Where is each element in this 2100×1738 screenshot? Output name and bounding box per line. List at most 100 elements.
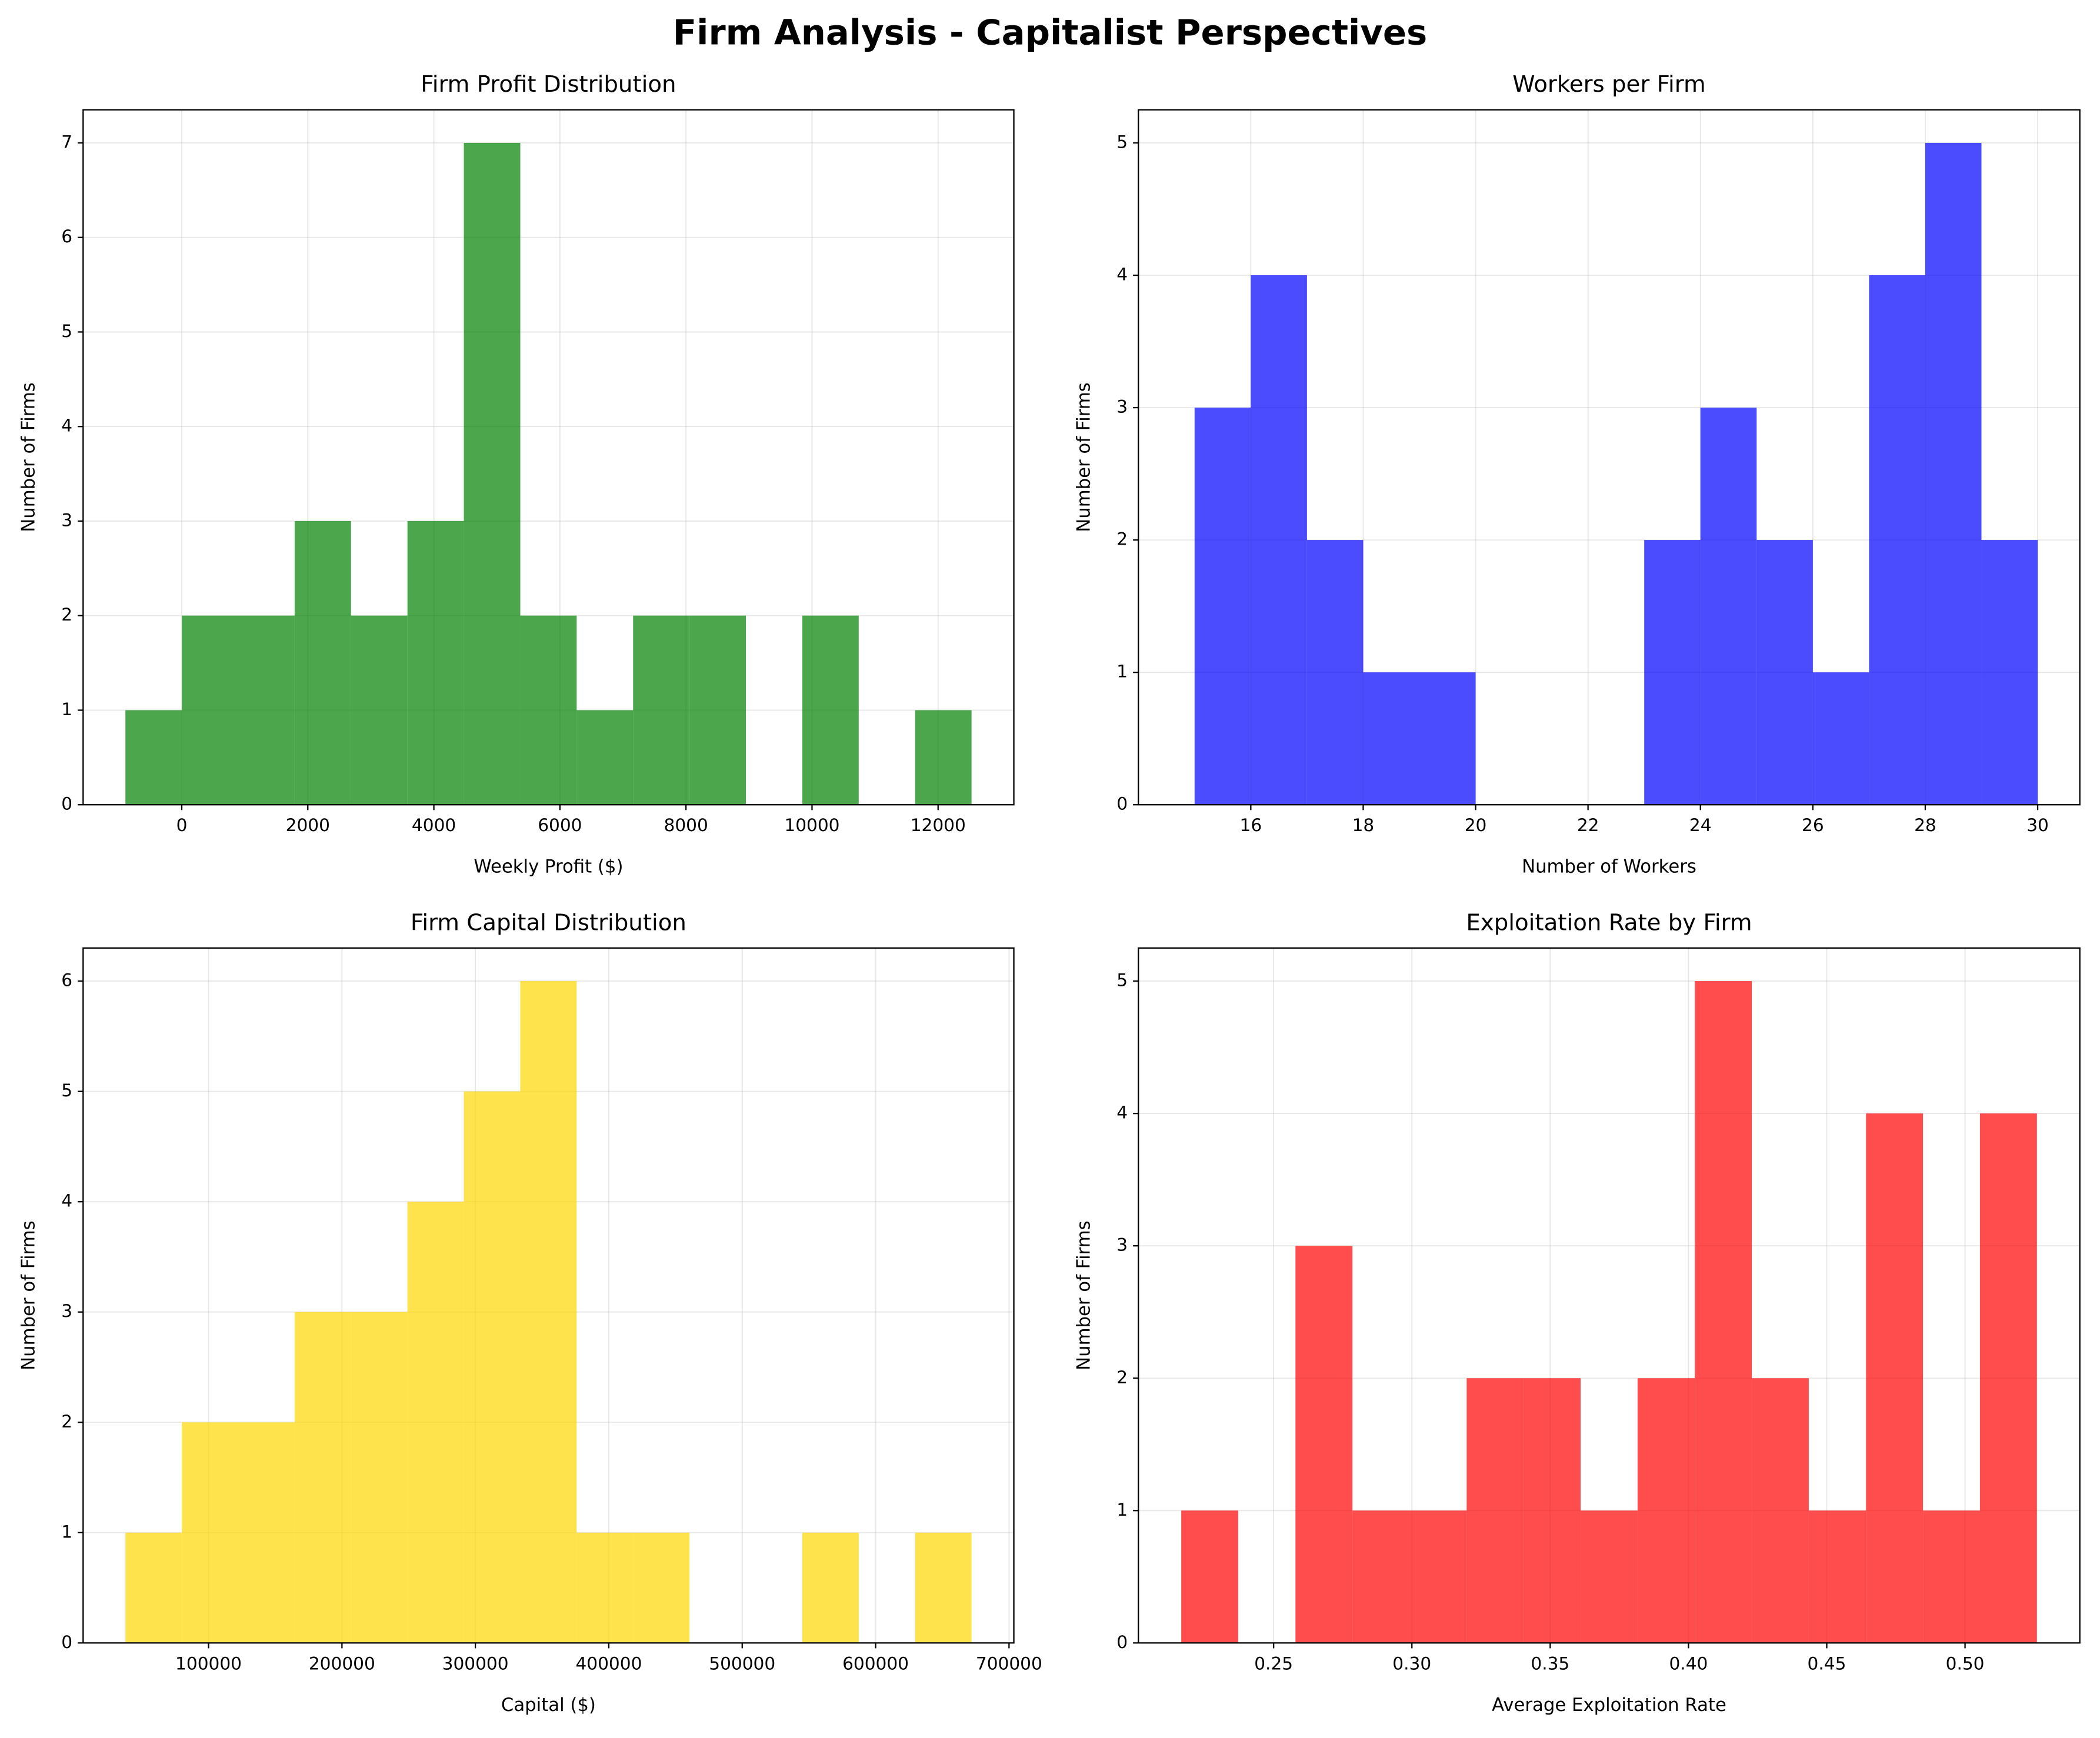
y-tick-label: 1 <box>61 699 72 719</box>
y-tick-label: 3 <box>61 510 72 530</box>
bar <box>1637 1378 1695 1643</box>
figure-title: Firm Analysis - Capitalist Perspectives <box>673 12 1428 52</box>
bar <box>1363 672 1419 805</box>
bar <box>520 981 577 1643</box>
bar <box>1306 540 1364 805</box>
y-axis-label: Number of Firms <box>18 382 39 532</box>
x-tick-label: 100000 <box>175 1653 242 1673</box>
x-axis-label: Number of Workers <box>1522 856 1696 878</box>
y-tick-label: 3 <box>1116 1235 1128 1255</box>
x-tick-label: 200000 <box>309 1653 375 1673</box>
y-tick-label: 0 <box>61 1632 72 1652</box>
x-tick-label: 18 <box>1352 815 1375 835</box>
x-tick-label: 6000 <box>538 815 582 835</box>
x-tick-label: 16 <box>1240 815 1262 835</box>
y-tick-label: 2 <box>61 1412 72 1432</box>
x-tick-label: 2000 <box>286 815 330 835</box>
x-tick-label: 24 <box>1689 815 1712 835</box>
axes-frame <box>1138 947 2081 1644</box>
x-tick-label: 4000 <box>412 815 456 835</box>
bar <box>1869 275 1925 805</box>
bar <box>520 615 577 805</box>
y-tick-label: 3 <box>61 1301 72 1321</box>
y-tick-label: 1 <box>1116 662 1128 682</box>
y-tick-label: 4 <box>1116 1103 1128 1123</box>
bar <box>238 1422 295 1643</box>
bar <box>633 1532 690 1643</box>
subplot: 0 2000 4000 6000 8000 10000 12000 0 1 2 3 4 5 6 7 Firm … <box>18 71 1015 878</box>
axes-frame <box>1138 109 2081 806</box>
bar <box>464 1091 521 1643</box>
x-tick-label: 0.30 <box>1392 1653 1431 1673</box>
x-tick-label: 300000 <box>442 1653 509 1673</box>
y-tick-label: 4 <box>61 1191 72 1211</box>
bar <box>1419 672 1476 805</box>
subplot: 100000 200000 300000 400000 500000 600000 7000… <box>18 909 1042 1716</box>
bar <box>294 521 351 805</box>
x-tick-label: 0.50 <box>1946 1653 1985 1673</box>
bar <box>915 1532 972 1643</box>
x-axis-label: Weekly Profit ($) <box>474 856 623 878</box>
bar <box>1352 1510 1410 1643</box>
bar <box>1981 540 2038 805</box>
bar <box>1812 672 1869 805</box>
bar <box>1923 1510 1980 1643</box>
x-tick-label: 500000 <box>709 1653 775 1673</box>
bar <box>802 1532 859 1643</box>
x-tick-label: 0.25 <box>1254 1653 1293 1673</box>
bar <box>1194 408 1251 805</box>
bar <box>576 710 634 805</box>
bar <box>1695 981 1752 1643</box>
bar <box>464 142 521 805</box>
bar <box>1251 275 1307 805</box>
bar <box>407 1202 464 1643</box>
bar <box>1808 1510 1866 1643</box>
bar <box>576 1532 634 1643</box>
y-tick-label: 5 <box>61 1080 72 1100</box>
x-tick-label: 30 <box>2026 815 2049 835</box>
y-tick-label: 5 <box>61 321 72 341</box>
y-tick-label: 7 <box>61 132 72 152</box>
subplot: 0.25 0.30 0.35 0.40 0.45 0.50 0 1 2 3 4 5 Exploitati… <box>1074 909 2081 1716</box>
x-tick-label: 28 <box>1914 815 1936 835</box>
bar <box>1409 1510 1467 1643</box>
bar <box>407 521 464 805</box>
bar <box>1524 1378 1581 1643</box>
x-tick-label: 0.40 <box>1669 1653 1708 1673</box>
y-tick-label: 2 <box>1116 1367 1128 1387</box>
x-tick-label: 600000 <box>842 1653 909 1673</box>
bar <box>351 615 408 805</box>
subplot-title: Exploitation Rate by Firm <box>1466 909 1752 936</box>
bar <box>1700 408 1757 805</box>
x-tick-label: 400000 <box>575 1653 642 1673</box>
x-axis-label: Average Exploitation Rate <box>1492 1694 1726 1716</box>
subplot-title: Workers per Firm <box>1512 71 1705 98</box>
x-tick-label: 0 <box>176 815 188 835</box>
subplot-title: Firm Capital Distribution <box>411 909 686 936</box>
y-tick-label: 1 <box>61 1522 72 1542</box>
y-tick-label: 6 <box>61 226 72 246</box>
y-tick-label: 3 <box>1116 397 1128 417</box>
bar <box>633 615 690 805</box>
bar <box>915 710 972 805</box>
bar <box>125 1532 182 1643</box>
x-tick-label: 0.35 <box>1531 1653 1569 1673</box>
y-tick-label: 0 <box>1116 1632 1128 1652</box>
axes-frame <box>82 947 1015 1644</box>
y-axis-label: Number of Firms <box>1074 1220 1095 1370</box>
bar <box>351 1312 408 1643</box>
y-tick-label: 2 <box>1116 529 1128 549</box>
bar <box>1979 1113 2037 1643</box>
x-tick-label: 700000 <box>976 1653 1042 1673</box>
bar <box>802 615 859 805</box>
subplot: 16 18 20 22 24 26 28 30 0 1 2 3 4 5 Workers per Firm Nu… <box>1074 71 2081 878</box>
y-tick-label: 4 <box>61 416 72 436</box>
x-tick-label: 10000 <box>784 815 839 835</box>
x-tick-label: 12000 <box>911 815 966 835</box>
y-axis-label: Number of Firms <box>1074 382 1095 532</box>
bar <box>1295 1246 1353 1643</box>
y-tick-label: 4 <box>1116 264 1128 284</box>
bar <box>1925 142 1982 805</box>
